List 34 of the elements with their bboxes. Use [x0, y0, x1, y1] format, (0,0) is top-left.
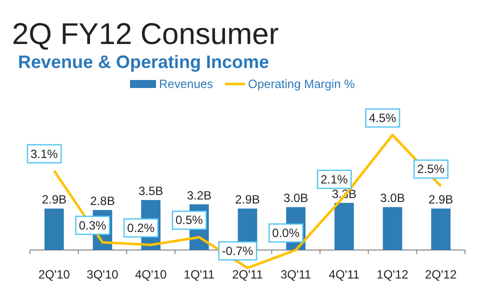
- data-label: 2.9B: [428, 192, 454, 207]
- data-label: 2.1%: [320, 172, 348, 186]
- chart-title: 2Q FY12 Consumer: [12, 18, 279, 51]
- data-label: 0.2%: [127, 220, 155, 235]
- x-tick-label: 1Q'11: [184, 268, 215, 282]
- data-label: 3.0B: [283, 191, 308, 206]
- bar: [382, 207, 402, 250]
- x-tick-label: 4Q'10: [135, 268, 167, 282]
- x-tick-label: 4Q'11: [328, 268, 360, 282]
- data-label: 4.5%: [368, 111, 396, 125]
- data-label: 0.0%: [272, 226, 300, 240]
- data-label: 2.5%: [417, 162, 445, 176]
- x-tick-label: 1Q'12: [376, 268, 409, 282]
- bar: [334, 202, 354, 250]
- data-label: 0.5%: [175, 213, 204, 228]
- data-label: 3.1%: [30, 146, 58, 161]
- data-label: 0.3%: [78, 218, 106, 232]
- chart-subtitle: Revenue & Operating Income: [18, 52, 270, 72]
- x-tick-label: 3Q'11: [280, 268, 312, 282]
- data-label: 3.5B: [138, 184, 164, 198]
- bar: [44, 208, 64, 250]
- bar: [431, 208, 450, 250]
- data-label: -0.7%: [222, 244, 254, 258]
- data-label: 2.9B: [235, 192, 260, 207]
- x-tick-label: 2Q'10: [38, 268, 70, 282]
- x-tick-label: 2Q'12: [425, 268, 457, 282]
- x-tick-label: 3Q'10: [86, 268, 119, 282]
- legend-label: Revenues: [159, 77, 214, 91]
- data-label: 2.9B: [42, 192, 67, 207]
- data-label: 3.2B: [186, 188, 212, 202]
- x-tick-label: 2Q'11: [232, 268, 264, 282]
- data-label: 3.0B: [380, 191, 405, 206]
- legend-label: Operating Margin %: [248, 77, 356, 91]
- data-label: 2.8B: [90, 194, 115, 208]
